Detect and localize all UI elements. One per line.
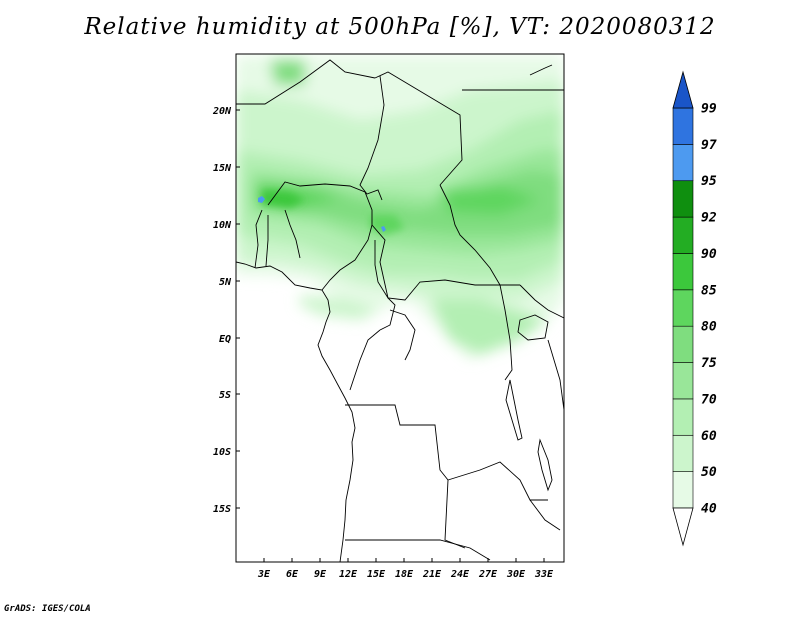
country-boundaries xyxy=(236,59,564,562)
lat-label: 5S xyxy=(219,390,231,401)
lon-label: 27E xyxy=(478,569,498,580)
lon-label: 18E xyxy=(395,569,414,580)
lon-label: 6E xyxy=(286,569,299,580)
colorbar-label: 95 xyxy=(701,174,717,189)
rh-70-region-south xyxy=(430,300,545,355)
border-gulf-guinea xyxy=(284,209,301,259)
border-niger-chad xyxy=(359,75,385,201)
coastline-west-africa xyxy=(236,261,356,562)
colorbar-top-arrow xyxy=(672,70,694,109)
colorbar: 40 50 60 70 75 80 85 90 92 95 97 99 xyxy=(672,70,717,547)
border-libya xyxy=(374,71,463,186)
border-sudan-chad xyxy=(439,184,501,286)
colorbar-box xyxy=(672,398,694,436)
border-south xyxy=(345,539,491,561)
colorbar-box xyxy=(672,289,694,327)
colorbar-box xyxy=(672,253,694,291)
lon-label: 3E xyxy=(257,569,271,580)
border-angola xyxy=(345,404,466,549)
lon-label: 21E xyxy=(422,569,442,580)
colorbar-box xyxy=(672,180,694,218)
lat-label: 15N xyxy=(213,163,232,174)
border-zambia xyxy=(447,461,548,501)
lake-tanganyika xyxy=(505,379,523,441)
longitude-axis: 3E 6E 9E 12E 15E 18E 21E 24E 27E 30E 33E xyxy=(257,558,554,580)
lon-label: 24E xyxy=(450,569,470,580)
colorbar-label: 92 xyxy=(701,211,717,226)
border-drc-east xyxy=(499,284,513,381)
colorbar-bottom-arrow xyxy=(672,507,694,547)
border-nigeria xyxy=(267,181,373,291)
border-congo-drc xyxy=(349,329,381,391)
colorbar-box xyxy=(672,471,694,509)
plot-frame xyxy=(235,53,565,563)
colorbar-box xyxy=(672,434,694,472)
colorbar-box xyxy=(672,107,694,145)
colorbar-label: 80 xyxy=(701,320,717,335)
colorbar-box xyxy=(672,362,694,400)
map-title: Relative humidity at 500hPa [%], VT: 202… xyxy=(84,14,716,40)
colorbar-label: 60 xyxy=(701,429,717,444)
lake-victoria xyxy=(517,314,549,341)
lake-malawi xyxy=(537,438,553,492)
lon-label: 30E xyxy=(506,569,526,580)
lon-label: 9E xyxy=(314,569,327,580)
lat-label: EQ xyxy=(219,334,231,345)
border-mozambique xyxy=(529,499,561,531)
border-cameroon xyxy=(371,224,396,331)
colorbar-label: 97 xyxy=(701,138,717,153)
lat-label: 5N xyxy=(219,277,232,288)
red-sea-coast xyxy=(529,64,553,76)
colorbar-label: 90 xyxy=(701,247,717,262)
rh-60-region-south xyxy=(300,295,380,320)
border-car xyxy=(374,240,520,301)
rh-97-spot xyxy=(258,196,265,203)
border-east-africa xyxy=(519,284,564,319)
border-drc-north xyxy=(389,309,416,361)
colorbar-label: 85 xyxy=(701,283,717,298)
rh-85-region-east xyxy=(440,185,540,215)
border-tanzania xyxy=(547,339,564,411)
lat-label: 20N xyxy=(212,106,232,117)
colorbar-label: 50 xyxy=(701,465,717,480)
rh-97-spot-2 xyxy=(381,226,386,232)
colorbar-box xyxy=(672,144,694,182)
grads-credit: GrADS: IGES/COLA xyxy=(4,604,91,614)
colorbar-label: 70 xyxy=(701,392,717,407)
colorbar-box xyxy=(672,325,694,363)
colorbar-box xyxy=(672,216,694,254)
lon-label: 12E xyxy=(339,569,358,580)
colorbar-label: 99 xyxy=(701,102,717,117)
border-togo xyxy=(265,215,269,267)
lat-label: 10S xyxy=(213,447,231,458)
border-sahara xyxy=(236,59,376,105)
colorbar-label: 40 xyxy=(701,502,717,517)
lon-label: 15E xyxy=(367,569,386,580)
rh-90-region-central xyxy=(370,215,405,235)
lat-label: 15S xyxy=(213,504,231,515)
lon-label: 33E xyxy=(534,569,554,580)
colorbar-label: 75 xyxy=(701,356,717,371)
rh-90-region xyxy=(262,190,305,208)
latitude-axis: 20N 15N 10N 5N EQ 5S 10S 15S xyxy=(212,106,240,515)
border-ghana xyxy=(254,209,263,269)
rh-80-region-nw xyxy=(270,60,305,85)
humidity-field xyxy=(236,54,564,562)
lat-label: 10N xyxy=(213,220,232,231)
